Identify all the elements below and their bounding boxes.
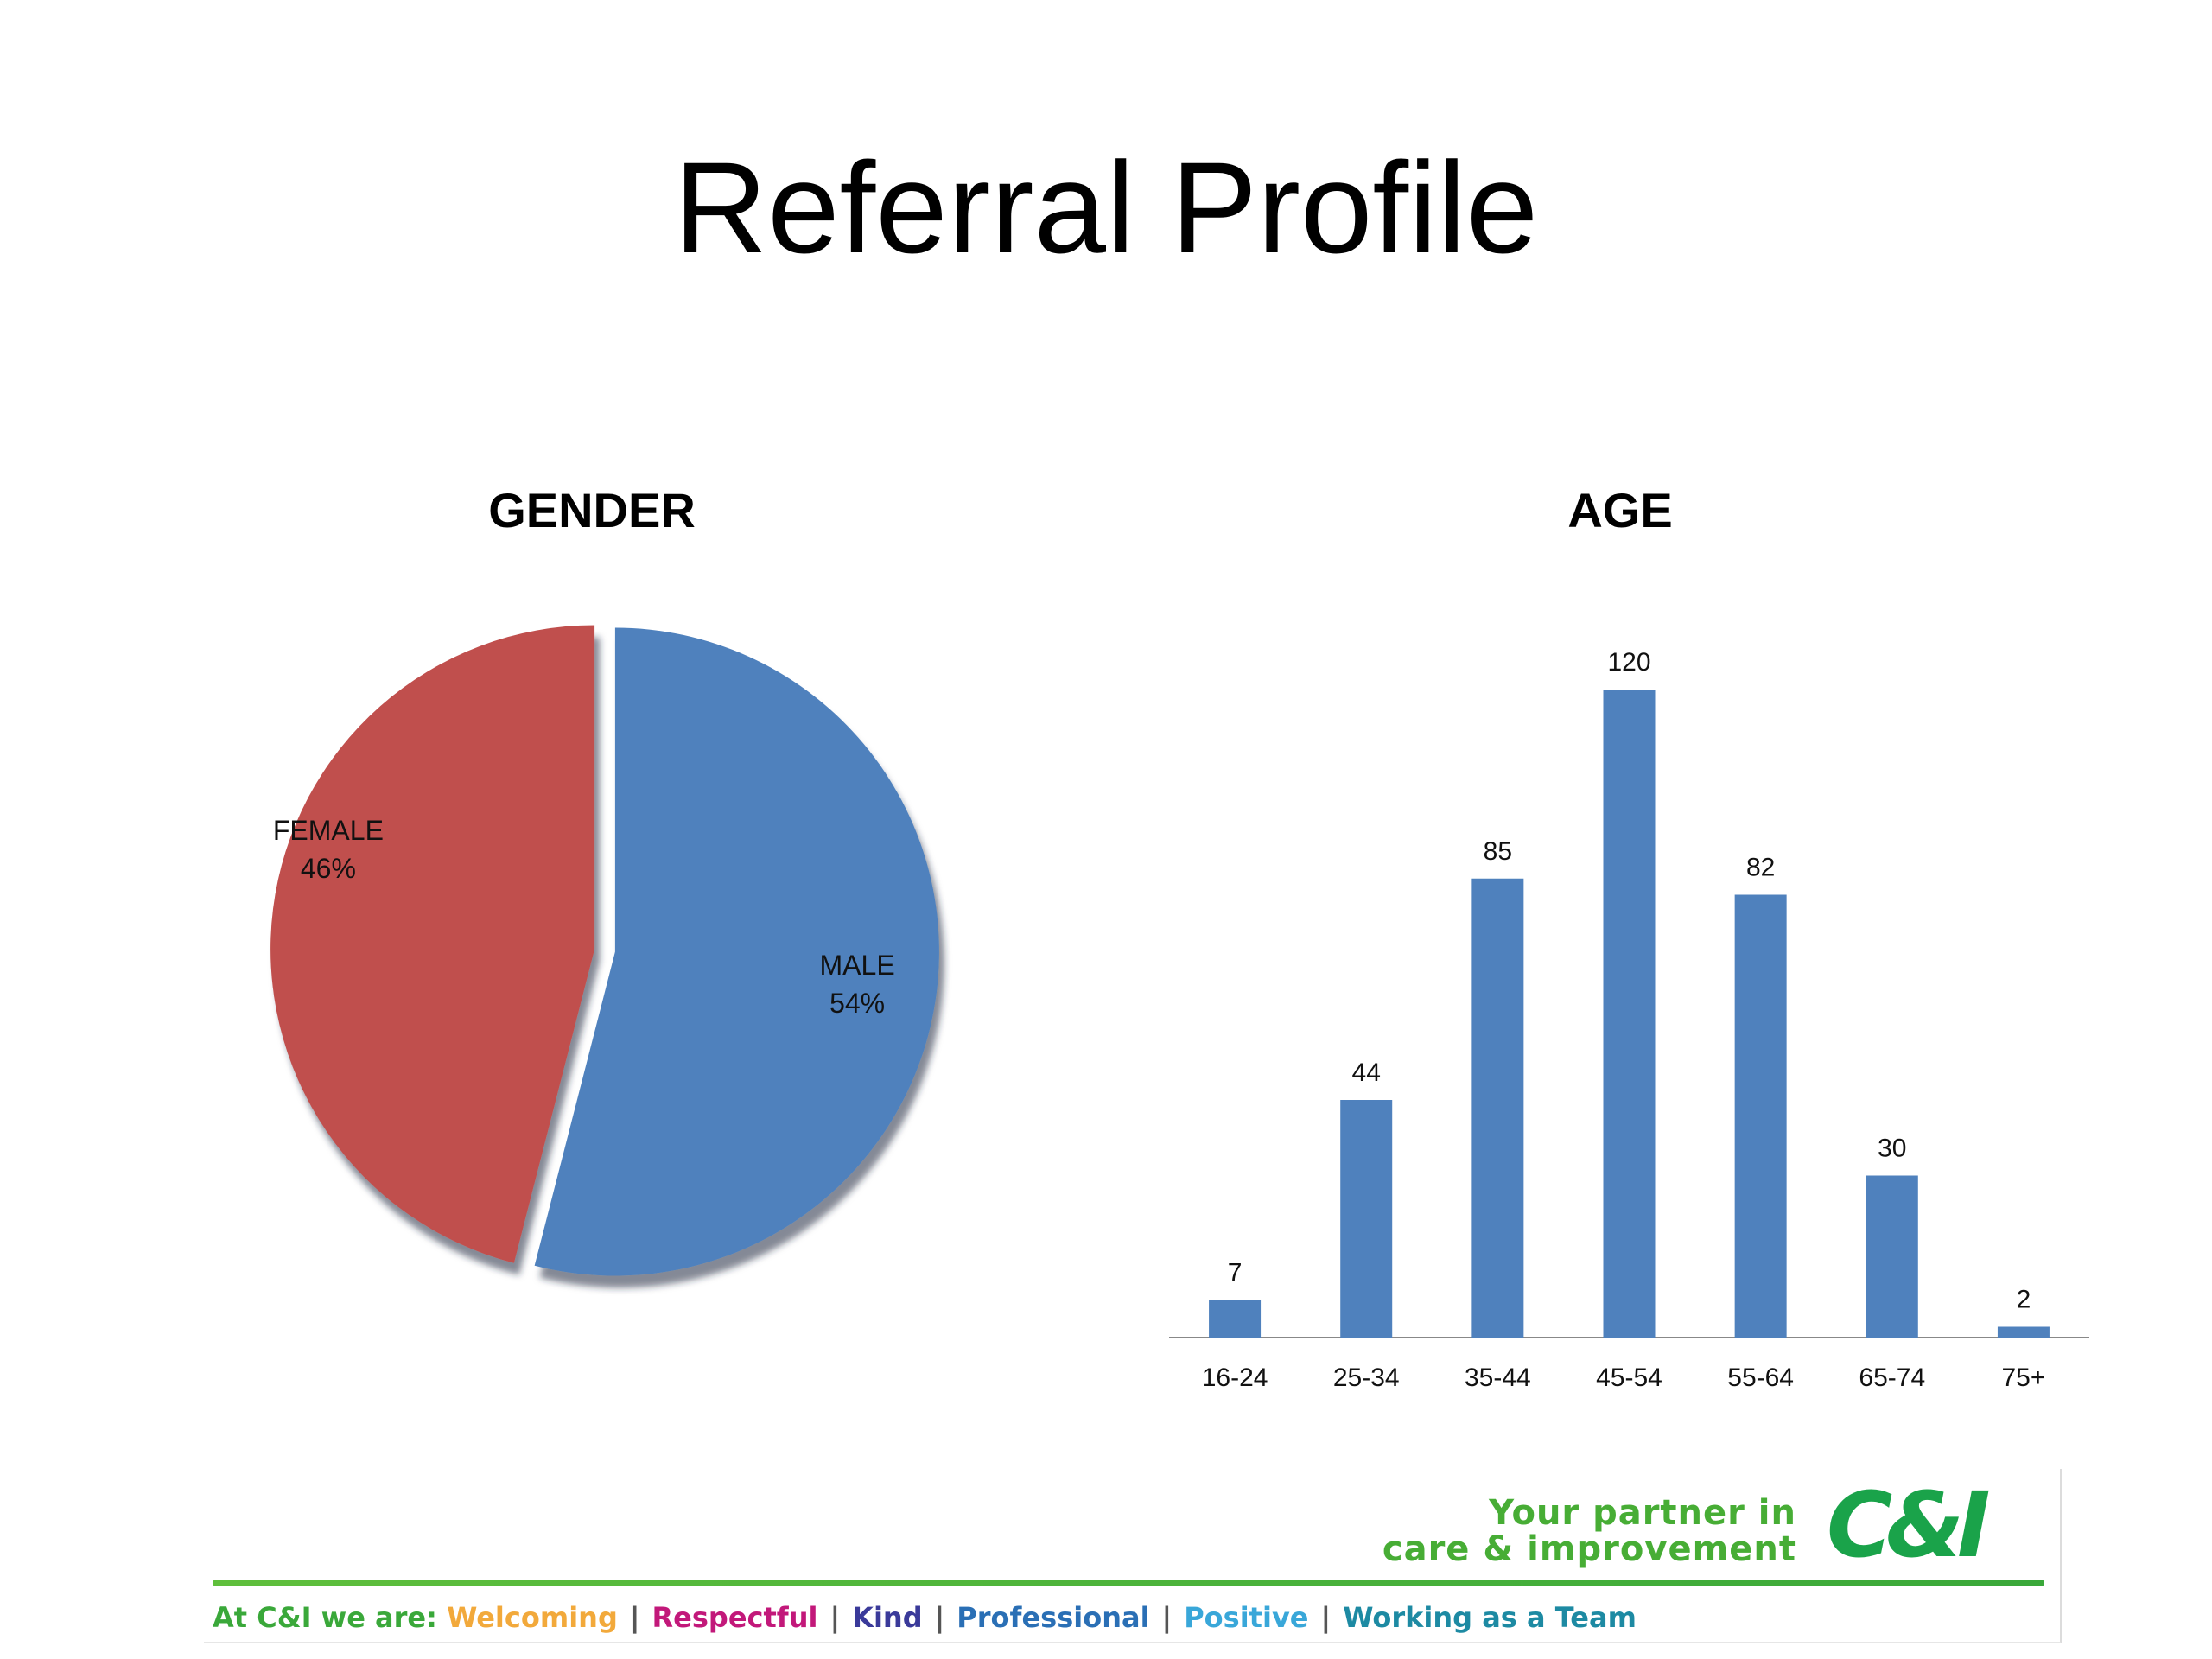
bar-value-label: 44 [1352,1058,1381,1087]
x-tick-label: 45-54 [1596,1363,1662,1392]
value-working-as-a-team: Working as a Team [1343,1601,1637,1634]
footer-banner: Your partner in care & improvement C&I A… [204,1469,2062,1643]
pie-label-male: MALE [820,950,895,981]
bar-35-44 [1471,878,1524,1338]
value-positive: Positive [1184,1601,1309,1634]
pie-slice-male [534,627,939,1276]
tagline-line-1: Your partner in [1489,1493,1796,1533]
values-prefix: At C&I we are: [213,1601,437,1634]
age-chart-title: AGE [1567,483,1673,537]
values-separator: | [830,1601,841,1634]
value-respectful: Respectful [652,1601,818,1634]
footer-divider [213,1580,2044,1586]
values-separator: | [629,1601,640,1634]
pie-slice-female [270,625,595,1263]
gender-pie-chart: MALE 54% FEMALE 46% [270,625,939,1276]
values-separator: | [934,1601,945,1634]
pie-value-female: 46% [301,853,356,884]
x-tick-label: 65-74 [1859,1363,1925,1392]
c-and-i-logo: C&I [1827,1472,1991,1578]
age-bar-chart: 7 16-24 44 25-34 85 35-44 120 45-54 82 55-64 30 65-… [1169,648,2089,1392]
bar-value-label: 30 [1878,1135,1906,1163]
values-separator: | [1320,1601,1332,1634]
tagline-line-2: care & improvement [1382,1529,1796,1569]
value-professional: Professional [957,1601,1150,1634]
bar-value-label: 82 [1746,854,1775,882]
values-statement: At C&I we are: Welcoming | Respectful | Kind… [213,1600,1637,1635]
bar-value-label: 2 [2017,1286,2031,1314]
bar-25-34 [1340,1100,1393,1338]
x-tick-label: 75+ [2001,1363,2045,1392]
bar-value-label: 7 [1228,1258,1243,1287]
charts-canvas: MALE 54% FEMALE 46% 7 16-24 44 25-34 85 35-44 120… [270,625,2089,1392]
bar-65-74 [1866,1175,1918,1338]
bar-16-24 [1209,1300,1262,1338]
x-tick-label: 25-34 [1333,1363,1400,1392]
value-kind: Kind [852,1601,923,1634]
bar-75+ [1997,1326,2050,1338]
bar-value-label: 120 [1607,648,1650,677]
value-welcoming: Welcoming [447,1601,618,1634]
bar-55-64 [1734,894,1787,1338]
values-separator: | [1161,1601,1173,1634]
bar-45-54 [1603,690,1656,1338]
x-tick-label: 16-24 [1202,1363,1268,1392]
x-tick-label: 35-44 [1465,1363,1531,1392]
x-tick-label: 55-64 [1727,1363,1794,1392]
slide-title: Referral Profile [673,135,1539,280]
bar-value-label: 85 [1484,837,1512,866]
pie-label-female: FEMALE [273,815,384,846]
gender-chart-title: GENDER [488,483,696,537]
pie-value-male: 54% [830,988,885,1019]
footer-tagline: Your partner in care & improvement [1382,1495,1796,1567]
